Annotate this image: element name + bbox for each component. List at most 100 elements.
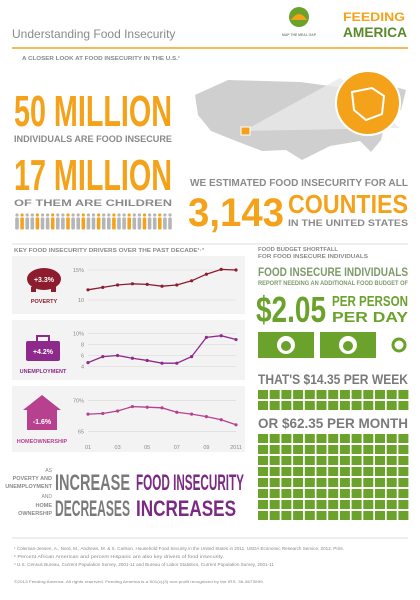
coin-cell (363, 390, 374, 399)
coin-cell (281, 478, 292, 487)
person-body (35, 217, 40, 230)
coin-cell (363, 489, 374, 498)
counties-number: 3,143 (188, 191, 284, 235)
coin-cell (269, 489, 280, 498)
coin-cell (398, 478, 409, 487)
county-marker (240, 126, 251, 136)
person-body (20, 217, 24, 230)
person-body (50, 217, 55, 230)
person-body (30, 217, 35, 230)
data-point (145, 358, 149, 363)
budget-unit: PER PERSON (332, 293, 408, 310)
coin-cell (328, 390, 339, 399)
person-head (91, 213, 96, 217)
coin-cell (386, 500, 397, 509)
section-title: KEY FOOD INSECURITY DRIVERS OVER THE PAS… (14, 247, 204, 254)
logo-text: MAP THE MEAL GAP (282, 32, 316, 37)
conclusion-result: FOOD INSECURITY (136, 470, 244, 495)
brand-bottom: AMERICA (343, 24, 407, 40)
coin-cell (363, 467, 374, 476)
coin-cell (293, 511, 304, 520)
coin-cell (339, 445, 350, 454)
data-point (86, 412, 90, 416)
coin-cell (351, 401, 362, 410)
coin-cell (339, 434, 350, 443)
coin-cell (398, 390, 409, 399)
x-tick-label: 01 (85, 445, 91, 451)
y-tick-label: 65 (78, 430, 84, 436)
coin-cell (386, 467, 397, 476)
footnote: ³ U.S. Census Bureau, Current Population… (14, 562, 275, 567)
coin-cell (351, 445, 362, 454)
coin-cell (316, 445, 327, 454)
budget-heading: FOOD BUDGET SHORTFALL (258, 247, 339, 253)
zoom-circle (335, 70, 401, 136)
coin-cell (293, 478, 304, 487)
coin-cell (351, 456, 362, 465)
data-point (86, 361, 90, 365)
person-head (56, 213, 60, 217)
coin-cell (258, 467, 268, 476)
coin-cell (398, 467, 409, 476)
coin-cell (386, 434, 397, 443)
coin-fraction (391, 337, 407, 353)
coin-cell (269, 434, 280, 443)
coin-cell (363, 500, 374, 509)
coin-cell (304, 456, 315, 465)
coin-cell (281, 467, 292, 476)
coin-cell (375, 401, 385, 410)
data-point (130, 404, 134, 409)
coin-cell (386, 456, 397, 465)
person-head (163, 213, 167, 217)
person-head (102, 213, 106, 217)
data-point (86, 288, 90, 292)
person-head (137, 213, 141, 217)
person-head (158, 213, 162, 217)
briefcase-handle (36, 335, 50, 343)
coin-cell (375, 467, 385, 476)
coin-cell (339, 489, 350, 498)
coin-cell (269, 511, 280, 520)
budget-report: REPORT NEEDING AN ADDITIONAL FOOD BUDGET… (258, 281, 408, 287)
coin-cell (269, 390, 280, 399)
coin-cell (386, 445, 397, 454)
person-head (25, 213, 29, 217)
data-point (204, 272, 208, 276)
coin-cell (351, 511, 362, 520)
person-head (76, 213, 80, 217)
coin-cell (398, 456, 409, 465)
coin-cell (269, 478, 280, 487)
person-head (15, 213, 19, 217)
person-head (107, 213, 111, 217)
pig-icon (27, 268, 61, 290)
coin-cell (293, 456, 304, 465)
person-body (117, 217, 121, 230)
data-point (219, 418, 223, 422)
coin-cell (398, 489, 409, 498)
coin-cell (258, 489, 268, 498)
footnote: ² Percent African American and percent H… (14, 554, 224, 559)
person-body (61, 217, 65, 230)
person-body (158, 217, 162, 230)
intro-label: A CLOSER LOOK AT FOOD INSECURITY IN THE … (22, 55, 180, 62)
stat-text: INDIVIDUALS ARE FOOD INSECURE (14, 134, 172, 144)
person-head (148, 213, 152, 217)
person-body (15, 217, 19, 230)
coin-cell (304, 390, 315, 399)
coin-cell (316, 489, 327, 498)
person-head (81, 213, 85, 217)
data-point (160, 284, 164, 288)
person-head (30, 213, 34, 217)
data-point (219, 267, 223, 271)
person-body (122, 217, 126, 230)
coin-cell (363, 478, 374, 487)
coin-cell (351, 500, 362, 509)
stat-text: OF THEM ARE CHILDREN (14, 198, 172, 208)
counties-text: IN THE UNITED STATES (288, 218, 408, 228)
x-tick-label: 05 (144, 445, 150, 451)
counties-intro: WE ESTIMATED FOOD INSECURITY FOR ALL (190, 178, 408, 189)
coin-cell (398, 500, 409, 509)
coin-cell (281, 511, 292, 520)
data-point (190, 279, 194, 283)
person-body (66, 217, 70, 230)
